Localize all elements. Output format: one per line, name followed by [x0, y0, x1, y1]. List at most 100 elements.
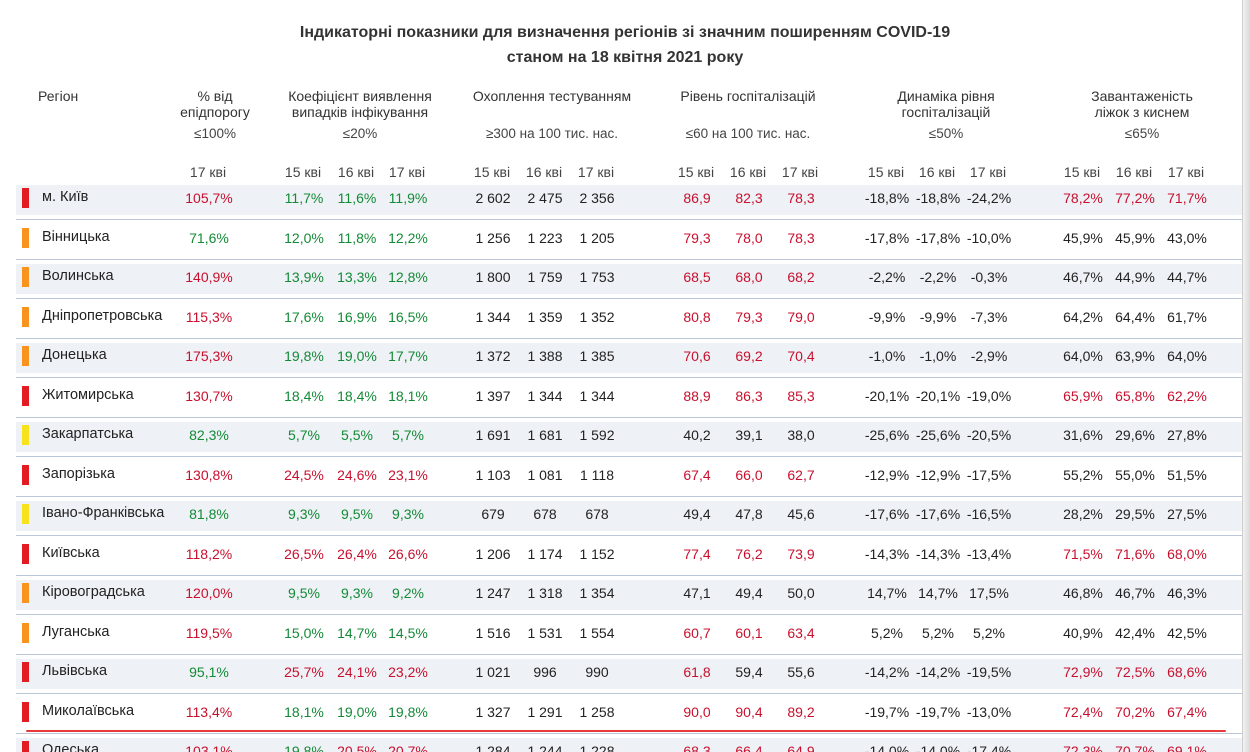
detect-value: 11,8%: [337, 229, 377, 246]
test-value: 1 516: [475, 624, 511, 641]
day-header-hosp-16: 16 кві: [729, 164, 767, 180]
test-value: 2 475: [527, 190, 563, 206]
test-value: 1 359: [527, 308, 563, 325]
oxy-value: 69,1%: [1167, 743, 1207, 752]
region-name: Волинська: [42, 268, 114, 284]
oxy-value: 61,7%: [1167, 308, 1207, 325]
detect-value: 11,6%: [337, 190, 377, 206]
header-dyn-threshold: ≤50%: [928, 126, 964, 141]
row-divider: [16, 614, 1242, 615]
dyn-value: 14,7%: [867, 585, 907, 601]
hosp-value: 85,3: [787, 387, 815, 404]
dyn-value: -13,0%: [966, 703, 1012, 720]
hosp-value: 70,4: [787, 348, 815, 364]
detect-value: 24,5%: [284, 466, 324, 483]
hosp-value: 68,0: [735, 269, 763, 285]
hosp-value: 60,1: [735, 624, 763, 641]
test-value: 1 554: [579, 624, 615, 641]
oxy-value: 64,4%: [1115, 308, 1155, 325]
test-value: 1 388: [527, 348, 563, 364]
risk-marker-red: [22, 543, 29, 564]
epid-value: 120,0%: [185, 585, 233, 601]
oxy-value: 45,9%: [1115, 229, 1155, 246]
dyn-value: -14,0%: [915, 743, 961, 752]
oxy-value: 46,7%: [1115, 585, 1155, 601]
test-value: 1 206: [475, 545, 511, 562]
test-value: 2 356: [579, 190, 615, 206]
row-divider: [16, 535, 1242, 536]
hosp-value: 49,4: [683, 506, 711, 522]
detect-value: 14,5%: [388, 624, 428, 641]
epid-value: 81,8%: [189, 506, 229, 522]
epid-value: 140,9%: [185, 269, 233, 285]
risk-marker-yellow: [22, 425, 29, 445]
header-oxy: Завантаженість ліжок з киснем: [1052, 88, 1232, 120]
dyn-value: -14,2%: [915, 664, 961, 680]
region-name: Житомирська: [42, 386, 134, 403]
hosp-value: 78,0: [735, 229, 763, 246]
oxy-value: 65,9%: [1063, 387, 1103, 404]
test-value: 1 531: [527, 624, 563, 641]
oxy-value: 45,9%: [1063, 229, 1103, 246]
table-row: Одеська 103,1% 19,8% 20,5% 20,7% 1 284 1 244 1 …: [16, 738, 1242, 752]
header-epid: % від епідпорогу: [160, 88, 270, 120]
risk-marker-red: [22, 662, 29, 682]
test-value: 996: [533, 664, 557, 680]
table-row: Житомирська 130,7% 18,4% 18,4% 18,1% 1 397 1 3…: [16, 383, 1242, 418]
dyn-value: -2,9%: [970, 348, 1008, 364]
test-value: 1 691: [475, 427, 511, 443]
risk-marker-red: [22, 464, 29, 485]
region-name: Кіровоградська: [42, 584, 145, 600]
hosp-value: 68,3: [683, 743, 711, 752]
hosp-value: 77,4: [683, 545, 711, 562]
dyn-value: 14,7%: [918, 585, 958, 601]
table-row: Закарпатська 82,3% 5,7% 5,5% 5,7% 1 691 1 681 1…: [16, 422, 1242, 457]
hosp-value: 66,0: [735, 466, 763, 483]
region-name: Луганська: [42, 623, 110, 640]
epid-value: 119,5%: [185, 624, 233, 641]
epid-value: 71,6%: [189, 229, 229, 246]
detect-value: 18,1%: [388, 387, 428, 404]
test-value: 1 258: [579, 703, 615, 720]
risk-marker-orange: [22, 583, 29, 603]
test-value: 1 759: [527, 269, 563, 285]
hosp-value: 67,4: [683, 466, 711, 483]
risk-marker-red: [22, 188, 29, 208]
epid-value: 115,3%: [185, 308, 233, 325]
dyn-value: -12,9%: [915, 466, 961, 483]
day-header-dyn-16: 16 кві: [918, 164, 956, 180]
test-value: 1 118: [580, 466, 614, 483]
test-value: 1 681: [527, 427, 563, 443]
hosp-value: 38,0: [787, 427, 815, 443]
detect-value: 19,8%: [284, 743, 324, 752]
dyn-value: -17,8%: [864, 229, 910, 246]
hosp-value: 88,9: [683, 387, 711, 404]
dyn-value: -9,9%: [868, 308, 906, 325]
detect-value: 26,6%: [388, 545, 428, 562]
header-test: Охоплення тестуванням: [472, 88, 632, 104]
table-row: Запорізька 130,8% 24,5% 24,6% 23,1% 1 103 1 08…: [16, 462, 1242, 497]
epid-value: 95,1%: [189, 664, 229, 680]
detect-value: 18,4%: [337, 387, 377, 404]
dyn-value: -13,4%: [966, 545, 1012, 562]
dyn-value: -12,9%: [864, 466, 910, 483]
hosp-value: 90,4: [735, 703, 763, 720]
detect-value: 25,7%: [284, 664, 324, 680]
day-header-test-16: 16 кві: [525, 164, 563, 180]
hosp-value: 90,0: [683, 703, 711, 720]
epid-value: 113,4%: [185, 703, 233, 720]
day-header-detect-16: 16 кві: [337, 164, 375, 180]
test-value: 1 223: [527, 229, 563, 246]
row-divider: [16, 298, 1242, 299]
hosp-value: 82,3: [735, 190, 763, 206]
oxy-value: 71,6%: [1115, 545, 1155, 562]
test-value: 2 602: [475, 190, 511, 206]
oxy-value: 29,6%: [1115, 427, 1155, 443]
hosp-value: 49,4: [735, 585, 763, 601]
region-name: Закарпатська: [42, 426, 134, 442]
detect-value: 14,7%: [337, 624, 377, 641]
detect-value: 12,8%: [388, 269, 428, 285]
test-value: 679: [481, 506, 505, 522]
oxy-value: 28,2%: [1063, 506, 1103, 522]
day-header-oxy-15: 15 кві: [1063, 164, 1101, 180]
